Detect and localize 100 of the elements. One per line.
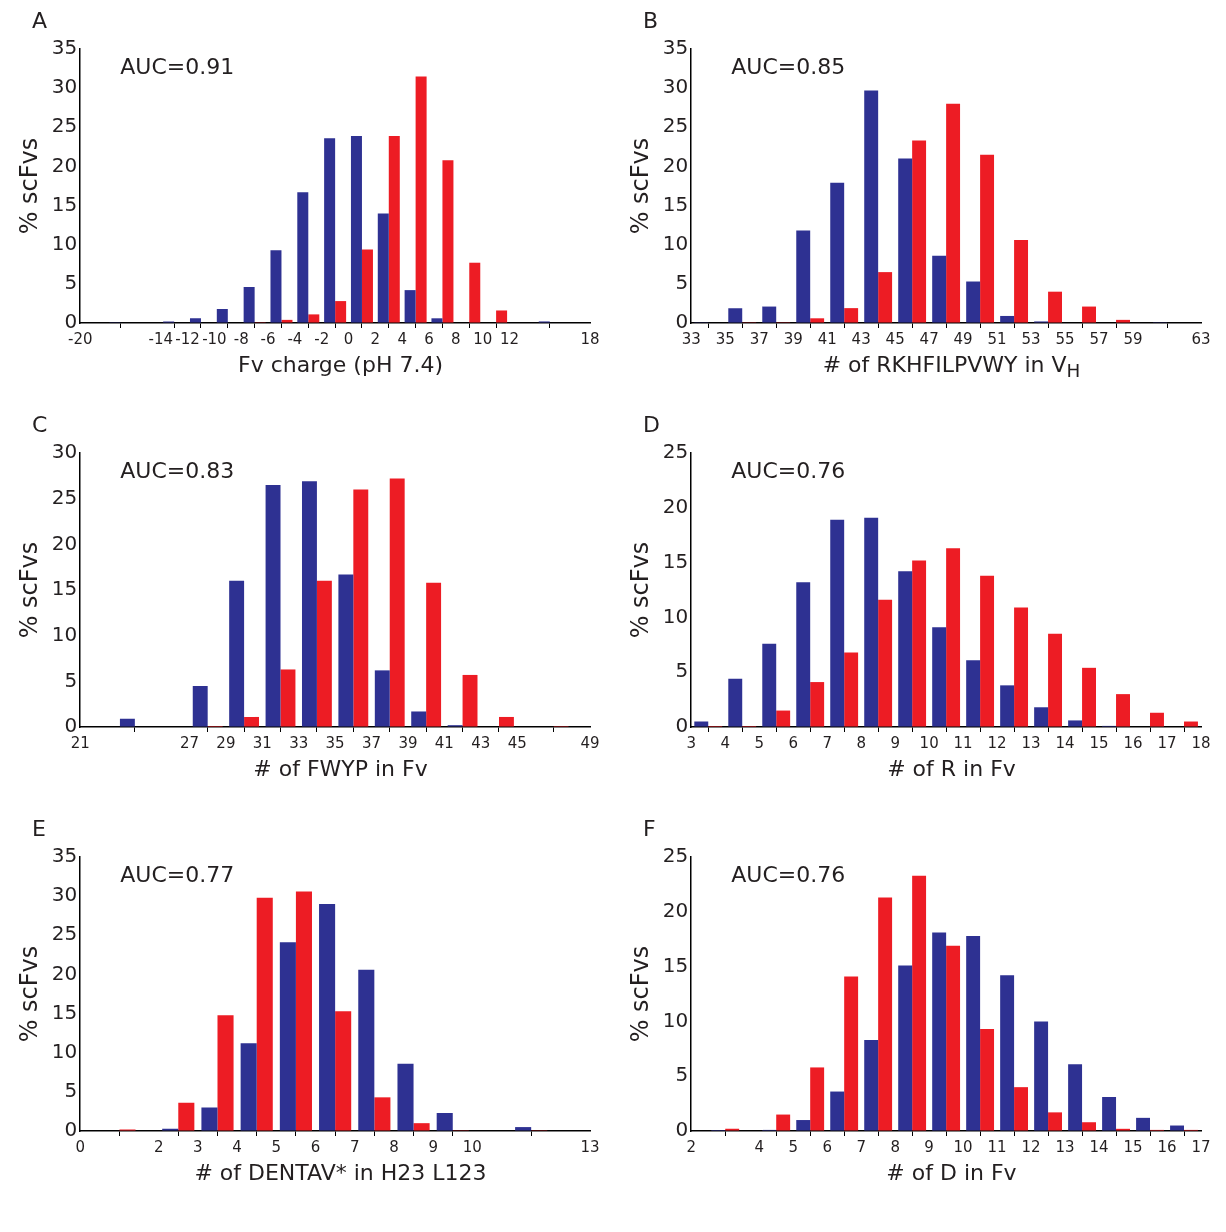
x-tick-label: 35	[325, 733, 345, 752]
x-tick-label: 14	[1089, 1137, 1109, 1156]
x-tick-label: 2	[153, 1137, 164, 1156]
x-tick-label: 27	[179, 733, 200, 752]
x-tick-label: 39	[783, 329, 803, 348]
x-tick-label: 6	[424, 329, 434, 348]
x-tick-label: 4	[397, 329, 407, 348]
x-tick-label: 49	[580, 733, 600, 752]
y-tick-label: 20	[51, 960, 78, 985]
x-tick-label: 11	[953, 733, 973, 752]
x-axis-title: # of R in Fv	[886, 756, 1017, 781]
x-axis-title: Fv charge (pH 7.4)	[237, 352, 444, 377]
x-tick-label: 4	[232, 1137, 242, 1156]
y-axis-title: % scFvs	[14, 945, 43, 1043]
x-tick-label: 35	[715, 329, 735, 348]
x-tick-label: 0	[343, 329, 354, 348]
x-tick-label: 13	[580, 1137, 600, 1156]
x-tick-label: 43	[851, 329, 871, 348]
annotation: AUC=0.76	[731, 457, 846, 483]
x-tick-label: 9	[890, 733, 900, 752]
x-tick-label: 21	[70, 733, 90, 752]
y-tick-label: 30	[51, 882, 78, 907]
x-axis-title: # of FWYP in Fv	[252, 756, 429, 781]
x-tick-label: 51	[987, 329, 1007, 348]
y-tick-label: 10	[662, 603, 689, 628]
annotation: AUC=0.83	[120, 457, 235, 483]
chart-title: E	[31, 816, 47, 842]
x-tick-label: 12	[1021, 1137, 1041, 1156]
y-tick-label: 30	[51, 439, 78, 464]
x-axis-title: # of DENTAV* in H23 L123	[193, 1160, 488, 1185]
chart-title: C	[31, 412, 49, 438]
x-tick-label: 59	[1123, 329, 1143, 348]
x-tick-label: -8	[233, 329, 249, 348]
x-tick-label: 4	[720, 733, 731, 752]
y-axis-title: % scFvs	[14, 541, 43, 639]
y-tick-label: 25	[51, 484, 78, 509]
y-tick-label: 10	[51, 621, 78, 646]
x-tick-label: 4	[754, 1137, 764, 1156]
y-tick-label: 15	[662, 952, 689, 977]
annotation: AUC=0.85	[731, 53, 846, 79]
y-tick-label: 15	[51, 999, 78, 1024]
annotation: AUC=0.77	[120, 861, 235, 887]
y-tick-label: 35	[662, 35, 689, 60]
x-axis-title: # of RKHFILPVWY in V$_{H}$	[821, 352, 1082, 382]
x-tick-label: 17	[1191, 1137, 1211, 1156]
x-tick-label: 45	[885, 329, 905, 348]
x-tick-label: 11	[987, 1137, 1007, 1156]
y-tick-label: 10	[51, 1038, 78, 1063]
y-axis-title: % scFvs	[14, 137, 43, 235]
y-tick-label: 15	[662, 191, 689, 216]
y-tick-label: 5	[64, 1078, 78, 1103]
x-tick-label: 31	[252, 733, 272, 752]
x-tick-label: 9	[428, 1137, 438, 1156]
x-tick-label: 49	[953, 329, 973, 348]
x-tick-label: 8	[389, 1137, 399, 1156]
x-tick-label: 39	[398, 733, 418, 752]
x-tick-label: 15	[1123, 1137, 1143, 1156]
x-tick-label: 10	[462, 1137, 482, 1156]
y-tick-label: 5	[64, 667, 78, 692]
x-tick-label: 33	[681, 329, 701, 348]
x-tick-label: 8	[856, 733, 866, 752]
chart-title: B	[642, 8, 660, 34]
y-tick-label: 20	[51, 152, 78, 177]
y-tick-label: 20	[662, 494, 689, 518]
x-tick-label: 10	[919, 733, 939, 752]
x-axis-title: # of D in Fv	[885, 1160, 1018, 1185]
y-tick-label: 15	[662, 548, 689, 573]
x-tick-label: 8	[451, 329, 461, 348]
y-tick-label: 30	[662, 74, 689, 99]
annotation: AUC=0.76	[731, 861, 846, 887]
x-tick-label: 15	[1089, 733, 1109, 752]
chart-title: A	[31, 8, 49, 34]
y-tick-label: 20	[662, 152, 689, 177]
y-tick-label: 10	[51, 230, 78, 255]
y-tick-label: 20	[662, 898, 689, 922]
y-tick-label: 20	[51, 530, 78, 555]
y-tick-label: 15	[51, 576, 78, 601]
x-tick-label: 16	[1157, 1137, 1177, 1156]
y-tick-label: 25	[51, 113, 78, 138]
x-tick-label: 13	[1055, 1137, 1075, 1156]
x-tick-label: -6	[260, 329, 276, 348]
x-tick-label: 37	[361, 733, 382, 752]
x-tick-label: 16	[1123, 733, 1143, 752]
x-tick-label: 6	[310, 1137, 321, 1156]
x-tick-label: 37	[749, 329, 769, 348]
chart-title: F	[642, 816, 657, 842]
y-tick-label: 25	[51, 921, 78, 946]
annotation: AUC=0.91	[120, 53, 235, 79]
y-tick-label: 5	[675, 658, 689, 683]
x-tick-label: 10	[473, 329, 493, 348]
x-tick-label: -20	[68, 329, 93, 348]
x-tick-label: 5	[754, 733, 764, 752]
chart-title: D	[642, 412, 661, 438]
x-tick-label: 18	[580, 329, 600, 348]
x-tick-label: -14	[148, 329, 173, 348]
x-tick-label: 33	[289, 733, 309, 752]
x-tick-label: 6	[822, 1137, 832, 1156]
x-tick-label: 53	[1021, 329, 1041, 348]
y-tick-label: 10	[662, 230, 689, 255]
y-axis-title: % scFvs	[625, 945, 654, 1043]
